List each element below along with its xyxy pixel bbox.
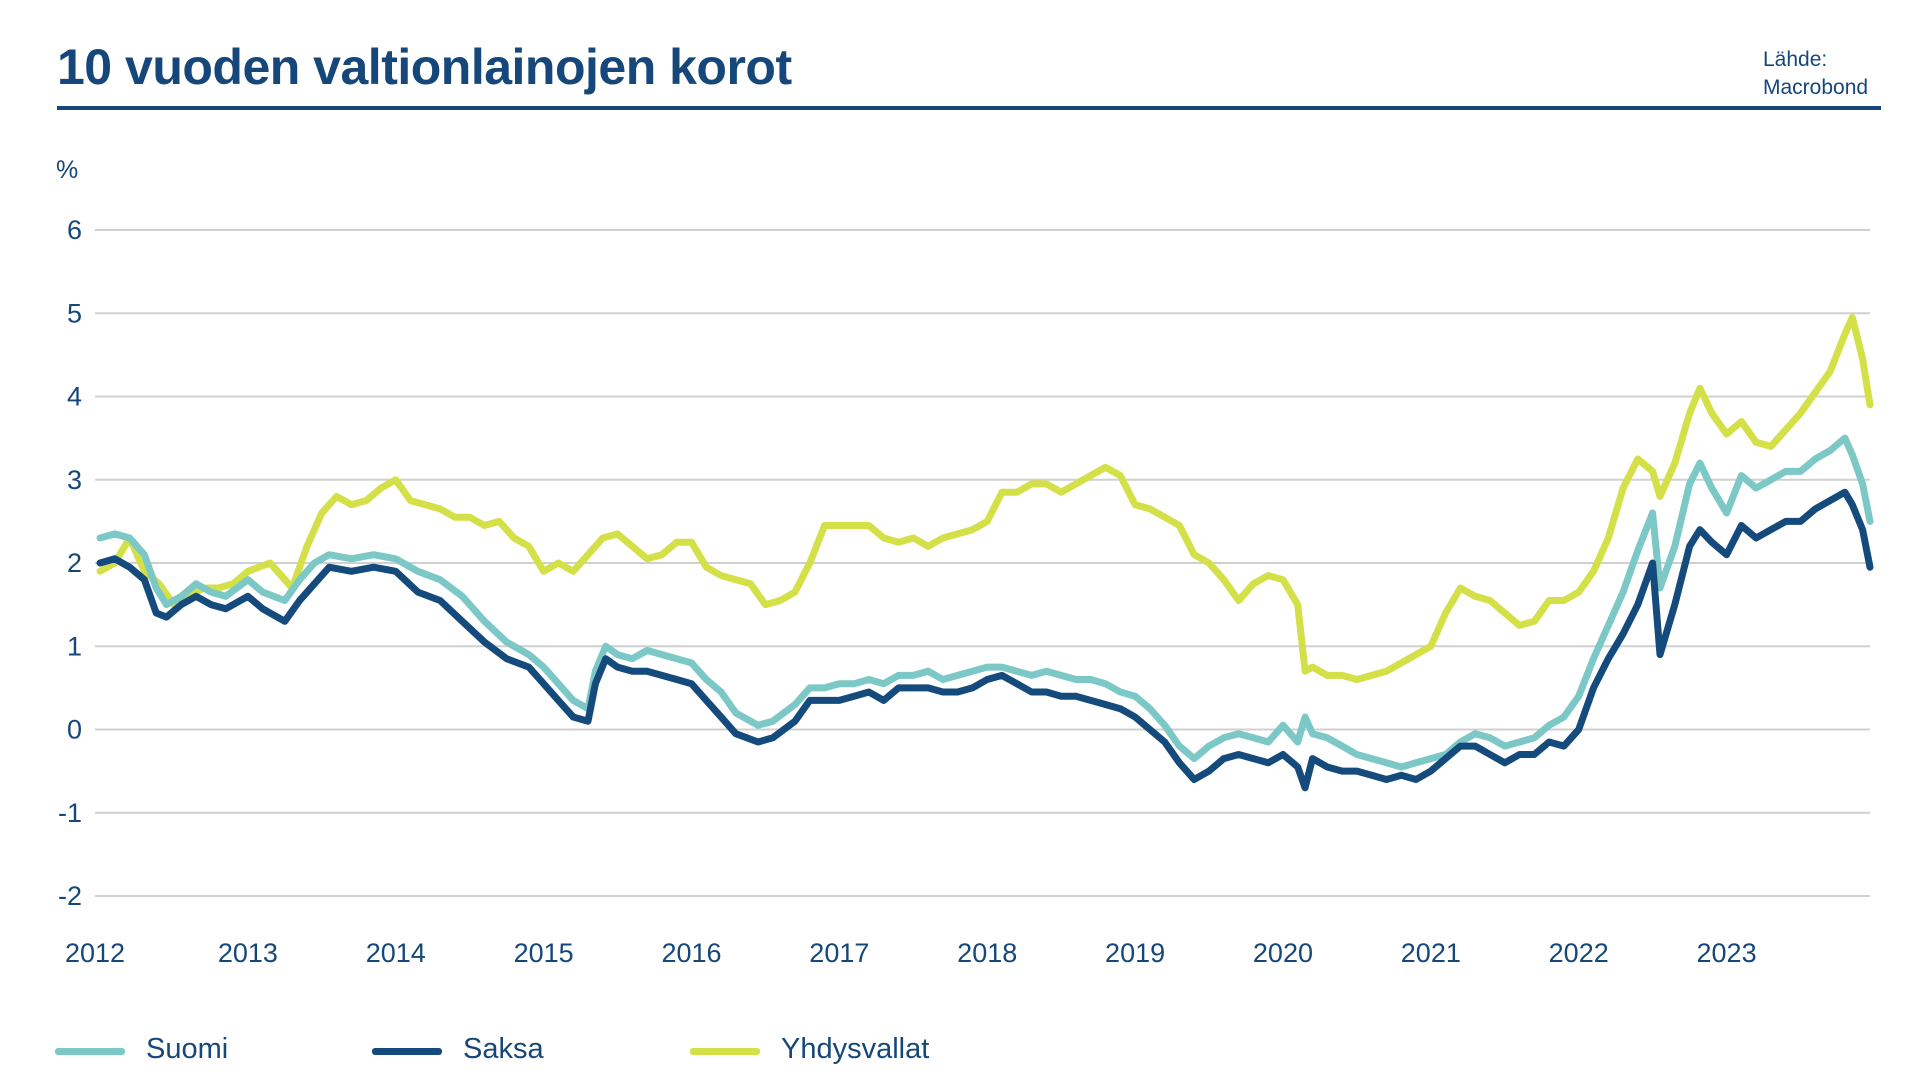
x-tick-label: 2018: [957, 938, 1017, 968]
page-title: 10 vuoden valtionlainojen korot: [57, 39, 792, 95]
y-tick-label: -2: [58, 881, 82, 911]
y-tick-label: -1: [58, 798, 82, 828]
title-divider: [57, 106, 1881, 110]
legend-item-yhdysvallat: Yhdysvallat: [690, 1033, 950, 1073]
series-line-suomi: [96, 434, 1874, 771]
source-note: Lähde: Macrobond: [1763, 46, 1868, 102]
x-tick-label: 2012: [65, 938, 125, 968]
legend-swatch: [690, 1048, 760, 1055]
x-axis-ticks: 2012 2013 2014 2015 2016 2017 2018 2019 2020 2021…: [65, 938, 1757, 968]
legend-swatch: [372, 1048, 442, 1055]
y-axis-ticks: 6 5 4 3 2 1 0 -1 -2: [58, 215, 82, 911]
y-tick-label: 3: [67, 465, 82, 495]
legend-item-suomi: Suomi: [55, 1033, 315, 1073]
series-line-saksa: [96, 488, 1874, 792]
y-tick-label: 4: [67, 382, 82, 412]
x-tick-label: 2019: [1105, 938, 1165, 968]
legend-label: Yhdysvallat: [781, 1033, 930, 1065]
x-tick-label: 2020: [1253, 938, 1313, 968]
x-tick-label: 2021: [1401, 938, 1461, 968]
x-tick-label: 2017: [809, 938, 869, 968]
x-tick-label: 2016: [661, 938, 721, 968]
x-tick-label: 2022: [1549, 938, 1609, 968]
series-line-yhdysvallat: [96, 313, 1874, 683]
source-name: Macrobond: [1763, 76, 1869, 99]
series-lines: [96, 313, 1874, 792]
grid-lines: [95, 229, 1870, 897]
legend-swatch: [55, 1048, 125, 1055]
x-tick-label: 2023: [1697, 938, 1757, 968]
x-tick-label: 2015: [514, 938, 574, 968]
y-tick-label: 5: [67, 298, 82, 328]
legend-label: Saksa: [463, 1033, 544, 1065]
y-tick-label: 0: [67, 715, 82, 745]
y-axis-unit-label: %: [56, 156, 78, 184]
y-tick-label: 1: [67, 631, 82, 661]
legend: Suomi Saksa Yhdysvallat: [0, 1033, 1920, 1073]
y-tick-label: 6: [67, 215, 82, 245]
y-tick-label: 2: [67, 548, 82, 578]
source-label: Lähde:: [1763, 48, 1828, 71]
x-tick-label: 2014: [366, 938, 426, 968]
legend-item-saksa: Saksa: [372, 1033, 632, 1073]
x-tick-label: 2013: [218, 938, 278, 968]
legend-label: Suomi: [146, 1033, 229, 1065]
